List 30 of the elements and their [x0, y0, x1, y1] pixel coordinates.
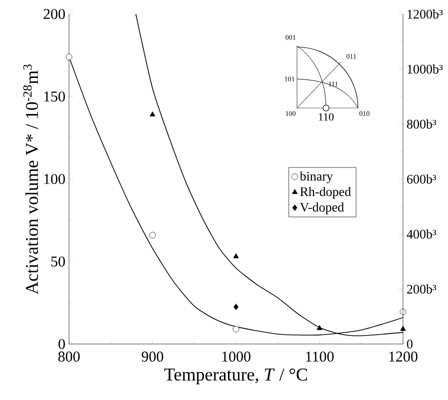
y-axis-title: Activation volume V* / 10$^{-28}$m$^{3}$: [23, 64, 38, 294]
y2-tick-label: 1200b³: [408, 9, 443, 19]
annotation: 110: [318, 113, 334, 121]
point: [66, 54, 72, 60]
y-tick-label: 0: [58, 338, 65, 350]
x-axis-title: Temperature, T / °C: [164, 368, 307, 384]
y2-tick-label: 1000b³: [408, 64, 443, 74]
y2-tick-label: 400b³: [406, 229, 436, 239]
y2-tick-label: 800b³: [407, 119, 436, 129]
y2-tick-label: 200b³: [407, 284, 436, 294]
y-tick-label: 150: [44, 91, 65, 102]
legend-label: Rh-doped: [300, 186, 351, 199]
point: [233, 253, 239, 258]
point: [150, 111, 156, 116]
y-tick-label: 100: [44, 174, 65, 184]
x-tick-label: 800: [58, 352, 80, 362]
point: [232, 326, 240, 332]
point: [149, 232, 156, 238]
y2-tick-label: 0: [407, 340, 413, 348]
x-tick-label: 1000: [222, 352, 250, 362]
x-tick-label: 1200: [389, 352, 418, 362]
point: [234, 304, 238, 310]
x-tick-label: 1100: [306, 352, 334, 362]
y-tick-label: 200: [44, 8, 65, 20]
point: [316, 325, 322, 330]
y-tick-label: 50: [51, 256, 65, 267]
legend-label: V-doped: [300, 202, 344, 214]
y2-tick-label: 600b³: [407, 174, 436, 184]
x-tick-label: 900: [142, 352, 164, 362]
legend-label: binary: [300, 171, 333, 184]
